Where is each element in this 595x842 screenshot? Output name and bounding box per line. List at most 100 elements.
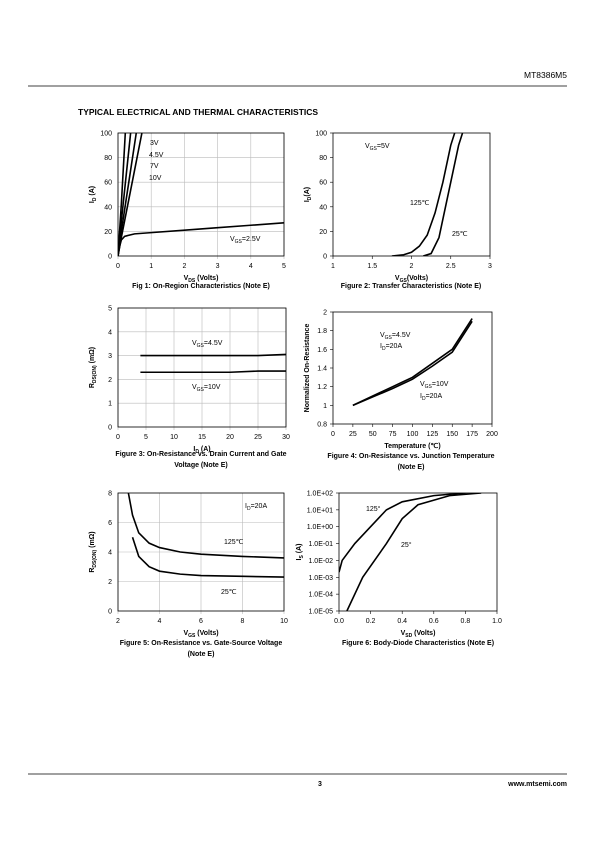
annotation-part: =20A — [386, 343, 403, 350]
y-axis-title-part: (A) — [89, 186, 96, 198]
plot-frame — [117, 307, 287, 428]
y-tick-label: 6 — [108, 520, 112, 527]
y-axis-title-part: (A) — [296, 544, 303, 556]
x-tick-label: 0 — [331, 431, 335, 438]
plot-frame — [332, 311, 493, 425]
x-tick-label: 10 — [280, 618, 288, 625]
annotation-part: GS — [235, 239, 243, 245]
y-axis-title-part: (mΩ) — [89, 531, 96, 549]
annotation-part: D — [422, 396, 426, 402]
annotation-part: 25℃ — [452, 231, 468, 238]
annotation-part: 125° — [366, 505, 381, 513]
annotation-part: =20A — [251, 503, 268, 510]
x-axis-title-part: V — [401, 630, 406, 637]
data-line — [140, 353, 286, 357]
x-axis-title-part: (Volts) — [412, 630, 435, 637]
x-axis-title: VSD (Volts) — [401, 630, 436, 639]
x-tick-label: 200 — [486, 431, 498, 438]
y-axis-title: ID(A) — [304, 187, 313, 202]
x-axis-title: VGS(Volts) — [395, 275, 428, 284]
annotation-part: D — [247, 506, 251, 512]
y-axis-title: Normalized On-Resistance — [304, 324, 311, 413]
x-tick-label: 1 — [149, 263, 153, 270]
x-tick-label: 10 — [170, 434, 178, 441]
y-tick-label: 5 — [108, 306, 112, 313]
figure-caption: (Note E) — [398, 464, 425, 471]
x-tick-label: 100 — [407, 431, 419, 438]
y-axis-title-part: Normalized On-Resistance — [304, 324, 311, 413]
annotation: 125℃ — [224, 539, 244, 546]
y-tick-label: 1.2 — [317, 384, 327, 391]
page-number: 3 — [318, 781, 322, 788]
x-tick-label: 3 — [216, 263, 220, 270]
y-tick-label: 3 — [108, 353, 112, 360]
y-axis-title-part: DS(ON) — [92, 365, 98, 383]
annotation: 25℃ — [452, 231, 468, 238]
x-tick-label: 125 — [427, 431, 439, 438]
x-tick-label: 25 — [349, 431, 357, 438]
x-tick-label: 15 — [198, 434, 206, 441]
x-tick-label: 3 — [488, 263, 492, 270]
y-tick-label: 60 — [104, 180, 112, 187]
annotation-part: =20A — [426, 393, 443, 400]
figure-caption: Figure 3: On-Resistance vs. Drain Curren… — [115, 451, 286, 458]
annotation-part: V — [380, 332, 385, 339]
annotation: 7V — [150, 163, 159, 170]
x-axis-title-part: V — [395, 275, 400, 282]
y-tick-label: 1.0E+00 — [307, 524, 333, 531]
annotation: VGS=5V — [365, 143, 390, 152]
y-tick-label: 1.0E-01 — [308, 541, 333, 548]
y-axis-title: RDS(ON) (mΩ) — [89, 531, 98, 572]
x-tick-label: 50 — [369, 431, 377, 438]
annotation-part: =4.5V — [392, 332, 411, 339]
annotation: 3V — [150, 140, 159, 147]
annotation: 10V — [149, 175, 162, 182]
y-tick-label: 60 — [319, 180, 327, 187]
x-axis-title-part: GS — [188, 633, 196, 639]
annotation-part: 4.5V — [149, 152, 164, 159]
y-axis-title-part: I — [304, 200, 311, 202]
annotation-part: GS — [425, 384, 433, 390]
x-tick-label: 0.4 — [397, 618, 407, 625]
annotation-part: GS — [385, 335, 393, 341]
data-line — [118, 221, 284, 256]
annotation: 4.5V — [149, 152, 164, 159]
data-line — [339, 493, 466, 573]
annotation-part: 25℃ — [221, 589, 237, 596]
annotation-part: 125℃ — [410, 200, 430, 207]
x-axis-title-part: GS — [400, 278, 408, 284]
x-axis-title-part: V — [184, 275, 189, 282]
x-tick-label: 30 — [282, 434, 290, 441]
x-axis-title-part: (Volts) — [407, 275, 428, 282]
x-tick-label: 2 — [182, 263, 186, 270]
x-tick-label: 25 — [254, 434, 262, 441]
annotation-part: I — [245, 503, 247, 510]
x-tick-label: 20 — [226, 434, 234, 441]
annotation: 25℃ — [221, 589, 237, 596]
x-tick-label: 1 — [331, 263, 335, 270]
y-tick-label: 0 — [108, 609, 112, 616]
y-tick-label: 1.0E+01 — [307, 507, 333, 514]
x-axis-title: ID (A) — [193, 446, 210, 455]
x-tick-label: 75 — [389, 431, 397, 438]
y-tick-label: 80 — [104, 155, 112, 162]
website: www.mtsemi.com — [507, 781, 567, 788]
annotation-part: 25° — [401, 541, 412, 549]
y-axis-title-part: D — [92, 197, 98, 201]
annotation: VGS=10V — [192, 384, 221, 393]
x-axis-title-part: (Volts) — [195, 275, 218, 282]
figure-caption: Figure 5: On-Resistance vs. Gate-Source … — [120, 640, 283, 647]
annotation-part: D — [382, 346, 386, 352]
x-tick-label: 5 — [282, 263, 286, 270]
y-tick-label: 1 — [323, 403, 327, 410]
annotation: VGS=4.5V — [192, 340, 223, 349]
y-tick-label: 40 — [104, 204, 112, 211]
x-tick-label: 2 — [116, 618, 120, 625]
annotation: 125℃ — [410, 200, 430, 207]
y-axis-title-part: R — [89, 568, 96, 573]
annotation-part: =4.5V — [204, 340, 223, 347]
x-tick-label: 0 — [116, 263, 120, 270]
plot-frame — [338, 492, 498, 612]
x-tick-label: 2 — [410, 263, 414, 270]
